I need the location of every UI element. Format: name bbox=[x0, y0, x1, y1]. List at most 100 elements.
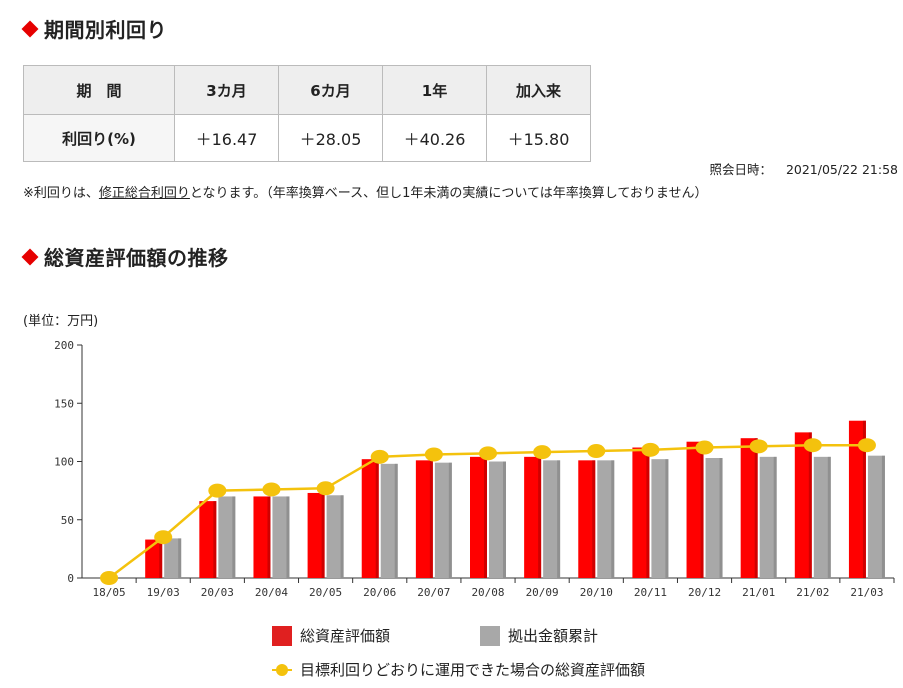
return-row-label: 利回り(%) bbox=[23, 114, 175, 162]
yield-note: ※利回りは、修正総合利回りとなります。（年率換算ベース、但し1年未満の実績につい… bbox=[23, 182, 708, 201]
bar-total-assets bbox=[361, 459, 379, 578]
legend-gray-swatch-icon bbox=[480, 625, 500, 646]
target-return-point bbox=[803, 438, 822, 453]
bar-total-assets-shade bbox=[375, 459, 379, 578]
target-return-point bbox=[316, 481, 335, 496]
x-tick-label: 21/01 bbox=[742, 586, 775, 599]
bar-cumulative-contrib-shade bbox=[827, 456, 831, 578]
period-header: 期 間 bbox=[23, 65, 175, 115]
target-return-point bbox=[641, 442, 660, 457]
bar-cumulative-contrib bbox=[434, 462, 452, 578]
legend-target-label: 目標利回りどおりに運用できた場合の総資産評価額 bbox=[300, 661, 646, 679]
bar-cumulative-contrib bbox=[218, 496, 236, 578]
query-datetime: 照会日時： 2021/05/22 21:58 bbox=[709, 159, 898, 178]
bar-total-assets bbox=[740, 438, 758, 578]
y-tick-label: 0 bbox=[67, 572, 74, 585]
bar-cumulative-contrib-shade bbox=[178, 538, 182, 578]
x-tick-label: 20/05 bbox=[309, 586, 342, 599]
bar-cumulative-contrib bbox=[326, 495, 344, 578]
x-tick-label: 20/08 bbox=[471, 586, 504, 599]
target-return-point bbox=[424, 447, 443, 462]
bar-total-assets-shade bbox=[159, 539, 163, 578]
y-tick-label: 50 bbox=[61, 514, 74, 527]
return-3m-value: ＋16.47 bbox=[174, 114, 279, 162]
target-return-point bbox=[100, 571, 119, 585]
target-return-point bbox=[587, 444, 606, 459]
returns-table-header-row: 期 間 3カ月 6カ月 1年 加入来 bbox=[23, 65, 591, 115]
bar-total-assets bbox=[524, 456, 542, 578]
x-tick-label: 20/10 bbox=[580, 586, 613, 599]
bar-total-assets bbox=[632, 447, 650, 578]
legend-total-assets: 総資産評価額 bbox=[272, 625, 390, 646]
period-3m-header: 3カ月 bbox=[174, 65, 279, 115]
query-datetime-value: 2021/05/22 21:58 bbox=[785, 162, 898, 177]
target-return-point bbox=[749, 439, 768, 454]
bar-total-assets-shade bbox=[267, 496, 271, 578]
y-tick-label: 150 bbox=[54, 397, 74, 410]
target-return-point bbox=[695, 440, 714, 455]
y-tick-label: 200 bbox=[54, 339, 74, 352]
bar-cumulative-contrib-shade bbox=[881, 455, 885, 578]
legend-total-assets-label: 総資産評価額 bbox=[300, 627, 391, 645]
bar-total-assets bbox=[794, 432, 812, 578]
bar-total-assets-shade bbox=[862, 420, 866, 578]
legend-cumulative: 拠出金額累計 bbox=[480, 625, 598, 646]
bar-total-assets bbox=[253, 496, 271, 578]
section-title-returns-text: 期間別利回り bbox=[44, 18, 167, 42]
legend-yellow-line-icon bbox=[272, 663, 292, 677]
x-tick-label: 20/07 bbox=[417, 586, 450, 599]
bar-total-assets-shade bbox=[754, 438, 758, 578]
x-tick-label: 20/11 bbox=[634, 586, 667, 599]
modified-total-yield-link[interactable]: 修正総合利回り bbox=[98, 186, 190, 201]
bar-total-assets-shade bbox=[700, 441, 704, 578]
bar-cumulative-contrib bbox=[813, 456, 831, 578]
bar-cumulative-contrib bbox=[543, 460, 561, 578]
chart-unit-label: (単位：万円) bbox=[23, 314, 99, 329]
return-since-join-value: ＋15.80 bbox=[486, 114, 591, 162]
legend-cumulative-label: 拠出金額累計 bbox=[508, 627, 599, 645]
period-since-join-header: 加入来 bbox=[486, 65, 591, 115]
bar-total-assets-shade bbox=[213, 501, 217, 578]
period-6m-header: 6カ月 bbox=[278, 65, 383, 115]
bar-total-assets bbox=[470, 456, 487, 578]
bar-total-assets bbox=[199, 501, 217, 578]
bar-total-assets-shade bbox=[538, 456, 542, 578]
bar-cumulative-contrib bbox=[380, 463, 398, 578]
x-tick-label: 19/03 bbox=[147, 586, 180, 599]
target-return-point bbox=[370, 449, 389, 464]
target-return-point bbox=[208, 483, 227, 498]
bar-cumulative-contrib-shade bbox=[503, 461, 506, 578]
red-diamond-icon bbox=[21, 248, 39, 265]
note-suffix: となります。（年率換算ベース、但し1年未満の実績については年率換算しておりません… bbox=[189, 186, 708, 201]
bar-total-assets-shade bbox=[592, 460, 596, 578]
bar-total-assets bbox=[415, 460, 433, 578]
return-6m-value: ＋28.05 bbox=[278, 114, 383, 162]
x-tick-label: 20/09 bbox=[526, 586, 559, 599]
target-return-point bbox=[262, 482, 281, 497]
returns-table: 期 間 3カ月 6カ月 1年 加入来 利回り(%) ＋16.47 ＋28.05 … bbox=[23, 65, 591, 162]
bar-cumulative-contrib-shade bbox=[719, 458, 723, 578]
x-tick-label: 20/06 bbox=[363, 586, 396, 599]
bar-cumulative-contrib-shade bbox=[232, 496, 236, 578]
bar-cumulative-contrib-shade bbox=[394, 463, 398, 578]
target-return-point bbox=[533, 445, 552, 460]
bar-cumulative-contrib bbox=[651, 459, 669, 578]
x-tick-label: 18/05 bbox=[93, 586, 126, 599]
bar-total-assets-shade bbox=[321, 492, 325, 578]
target-return-point bbox=[857, 438, 876, 453]
section-title-assets-text: 総資産評価額の推移 bbox=[44, 246, 229, 270]
bar-cumulative-contrib-shade bbox=[611, 460, 615, 578]
bar-cumulative-contrib-shade bbox=[340, 495, 344, 578]
x-tick-label: 20/03 bbox=[201, 586, 234, 599]
bar-cumulative-contrib bbox=[597, 460, 615, 578]
section-title-assets: 総資産評価額の推移 bbox=[21, 242, 229, 271]
bar-cumulative-contrib bbox=[705, 458, 723, 578]
x-tick-label: 21/03 bbox=[850, 586, 883, 599]
bar-total-assets bbox=[848, 420, 866, 578]
bar-cumulative-contrib bbox=[489, 461, 506, 578]
legend-red-swatch-icon bbox=[272, 625, 292, 646]
bar-total-assets bbox=[578, 460, 596, 578]
bar-total-assets-shade bbox=[646, 447, 650, 578]
bar-total-assets-shade bbox=[484, 456, 487, 578]
bar-cumulative-contrib-shade bbox=[286, 496, 290, 578]
